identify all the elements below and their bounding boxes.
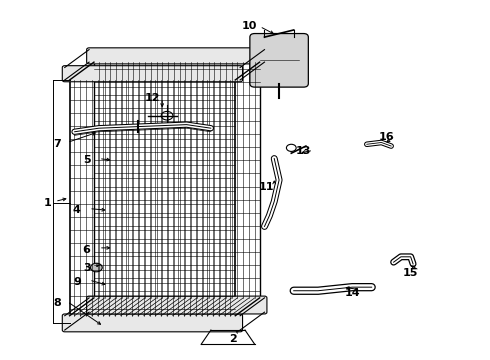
Text: 13: 13 bbox=[296, 147, 311, 157]
Text: 5: 5 bbox=[83, 156, 91, 165]
FancyBboxPatch shape bbox=[62, 314, 243, 332]
Text: 16: 16 bbox=[378, 132, 394, 142]
Text: 15: 15 bbox=[403, 268, 418, 278]
Text: 3: 3 bbox=[83, 262, 91, 273]
Text: 7: 7 bbox=[53, 139, 61, 149]
Text: 11: 11 bbox=[259, 182, 275, 192]
FancyBboxPatch shape bbox=[62, 66, 243, 82]
Text: 9: 9 bbox=[73, 277, 81, 287]
Text: 1: 1 bbox=[44, 198, 51, 208]
Text: 2: 2 bbox=[229, 334, 237, 344]
Text: 6: 6 bbox=[83, 245, 91, 255]
Text: 14: 14 bbox=[344, 288, 360, 297]
Text: 12: 12 bbox=[145, 93, 160, 103]
FancyBboxPatch shape bbox=[87, 48, 267, 64]
FancyBboxPatch shape bbox=[87, 296, 267, 314]
Circle shape bbox=[91, 263, 102, 272]
Text: 4: 4 bbox=[73, 205, 81, 215]
Text: 10: 10 bbox=[242, 21, 258, 31]
FancyBboxPatch shape bbox=[250, 33, 308, 87]
Text: 8: 8 bbox=[53, 298, 61, 308]
